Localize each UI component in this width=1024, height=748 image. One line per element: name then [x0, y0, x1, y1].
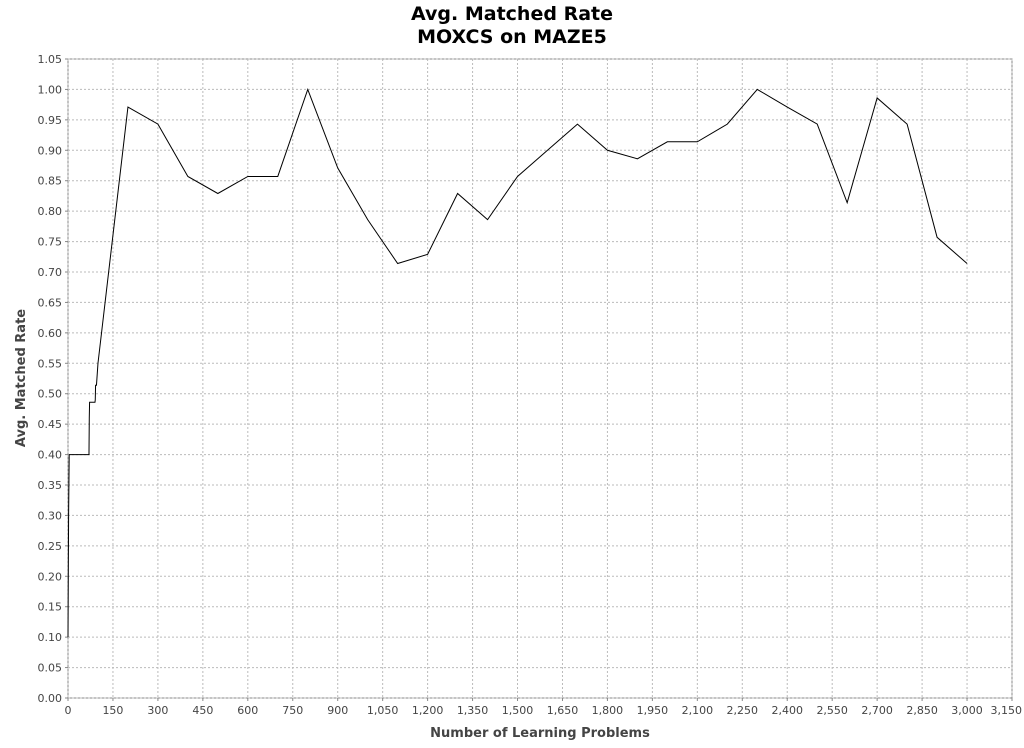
- y-tick-label: 1.05: [38, 53, 63, 66]
- y-tick-label: 0.35: [38, 479, 63, 492]
- x-tick-label: 2,700: [861, 704, 893, 717]
- y-tick-label: 0.25: [38, 540, 63, 553]
- x-tick-label: 1,800: [592, 704, 624, 717]
- x-tick-label: 600: [237, 704, 258, 717]
- x-tick-label: 750: [282, 704, 303, 717]
- y-tick-label: 0.80: [38, 205, 63, 218]
- y-tick-label: 0.20: [38, 570, 63, 583]
- y-tick-label: 0.10: [38, 631, 63, 644]
- x-tick-label: 300: [147, 704, 168, 717]
- plot-area: [67, 58, 1013, 699]
- x-tick-label: 1,050: [367, 704, 399, 717]
- x-tick-label: 1,650: [547, 704, 579, 717]
- y-tick-label: 0.45: [38, 418, 63, 431]
- y-axis-ticks: 0.00 0.05 0.10 0.15 0.20 0.25 0.30 0.35 0.40 0.45…: [38, 53, 68, 705]
- x-tick-label: 2,550: [816, 704, 848, 717]
- y-tick-label: 0.15: [38, 601, 63, 614]
- y-tick-label: 0.05: [38, 662, 63, 675]
- x-tick-label: 3,150: [991, 704, 1023, 717]
- y-tick-label: 0.30: [38, 509, 63, 522]
- chart-subtitle: MOXCS on MAZE5: [417, 26, 607, 48]
- y-tick-label: 0.50: [38, 388, 63, 401]
- x-tick-label: 2,100: [682, 704, 714, 717]
- x-axis-ticks: 0 150 300 450 600 750 900 1,050 1,200 1,350 1,500 1…: [65, 698, 1023, 717]
- x-tick-label: 150: [102, 704, 123, 717]
- x-tick-label: 450: [192, 704, 213, 717]
- y-tick-label: 0.40: [38, 449, 63, 462]
- x-tick-label: 3,000: [951, 704, 983, 717]
- y-tick-label: 0.90: [38, 144, 63, 157]
- x-tick-label: 1,950: [637, 704, 669, 717]
- y-tick-label: 0.55: [38, 357, 63, 370]
- y-tick-label: 0.65: [38, 296, 63, 309]
- y-tick-label: 0.00: [38, 692, 63, 705]
- y-tick-label: 0.70: [38, 266, 63, 279]
- x-tick-label: 1,350: [457, 704, 489, 717]
- x-tick-label: 2,850: [906, 704, 938, 717]
- series-group: [67, 87, 968, 638]
- chart-title: Avg. Matched Rate: [411, 3, 613, 25]
- x-tick-label: 2,400: [771, 704, 803, 717]
- x-tick-label: 2,250: [727, 704, 759, 717]
- series-line-0: [67, 87, 968, 638]
- x-tick-label: 1,500: [502, 704, 534, 717]
- x-tick-label: 0: [65, 704, 72, 717]
- gridlines: [67, 58, 1013, 699]
- y-tick-label: 0.95: [38, 114, 63, 127]
- x-axis-label: Number of Learning Problems: [430, 726, 650, 741]
- y-tick-label: 0.60: [38, 327, 63, 340]
- y-tick-label: 0.75: [38, 236, 63, 249]
- x-tick-label: 900: [327, 704, 348, 717]
- y-axis-label: Avg. Matched Rate: [14, 309, 29, 447]
- y-tick-label: 0.85: [38, 175, 63, 188]
- x-tick-label: 1,200: [412, 704, 444, 717]
- y-tick-label: 1.00: [38, 83, 63, 96]
